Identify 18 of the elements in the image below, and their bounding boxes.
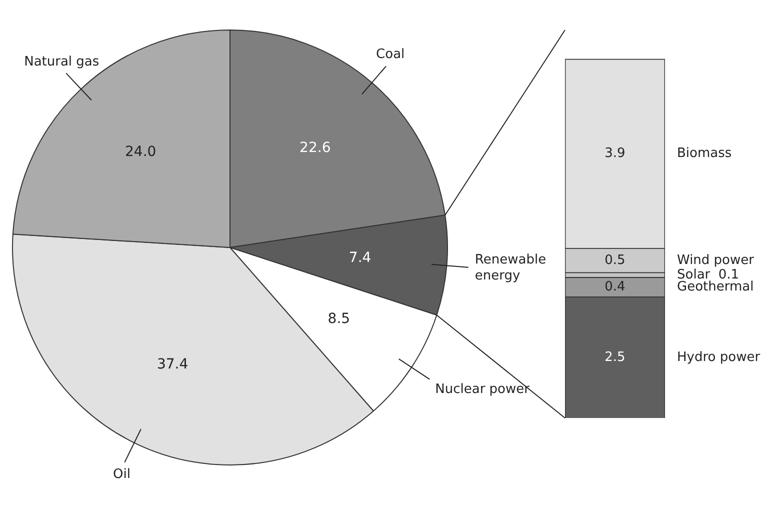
slice-label: Natural gas	[24, 54, 100, 70]
data-label: 2.5	[604, 350, 626, 365]
data-label: 7.4	[348, 250, 372, 266]
data-label: 3.9	[604, 146, 626, 162]
series-label: Wind power	[677, 252, 755, 268]
data-label: 37.4	[156, 356, 188, 372]
slice-label: Oil	[113, 467, 131, 482]
series-label: Geothermal	[677, 279, 754, 294]
data-label: 0.5	[604, 252, 626, 268]
slice-label: Nuclear power	[435, 382, 530, 397]
slice-label: Renewable energy	[474, 252, 546, 284]
series-label: Hydro power	[677, 350, 761, 365]
data-label: 22.6	[300, 140, 331, 156]
series-label: Biomass	[677, 146, 732, 162]
data-label: 24.0	[125, 144, 156, 160]
data-label: 8.5	[328, 311, 350, 328]
data-label: 0.4	[604, 279, 626, 294]
slice-label: Coal	[376, 47, 405, 62]
